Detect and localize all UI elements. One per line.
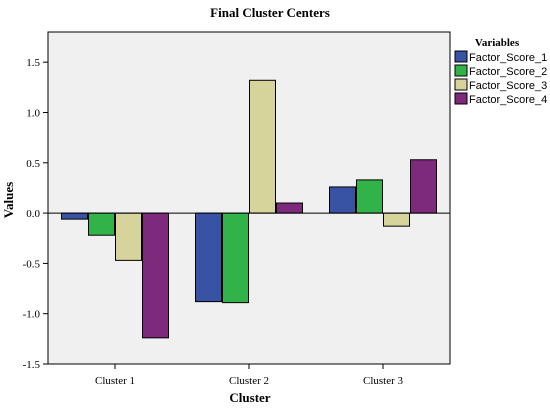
legend-label: Factor_Score_3 — [469, 80, 547, 92]
bar — [383, 212, 410, 227]
y-axis-title: Values — [1, 182, 16, 218]
bar — [276, 202, 303, 214]
legend-label: Factor_Score_2 — [469, 66, 547, 78]
y-tick-label: 1.5 — [26, 57, 40, 69]
bar — [222, 212, 249, 304]
legend-swatch — [454, 64, 468, 77]
legend-title: Variables — [475, 37, 520, 49]
x-axis: Cluster 1 Cluster 2 Cluster 3 — [95, 364, 404, 387]
y-tick-label: -1.5 — [23, 359, 41, 371]
bars-group — [61, 79, 437, 339]
bar — [61, 212, 88, 220]
x-tick-label: Cluster 2 — [229, 375, 269, 387]
legend-label: Factor_Score_1 — [469, 52, 547, 64]
bar — [195, 212, 222, 303]
legend: Variables Factor_Score_1 Factor_Score_2 Fa… — [454, 37, 547, 106]
y-tick-label: 0.0 — [26, 208, 40, 220]
x-tick-label: Cluster 1 — [95, 375, 135, 387]
y-axis: -1.5 -1.0 -0.5 0.0 0.5 1.0 1.5 — [23, 57, 48, 371]
y-tick-label: 1.0 — [26, 107, 40, 119]
legend-swatch — [454, 78, 468, 91]
bar — [410, 159, 437, 214]
bar — [249, 79, 276, 214]
bar — [142, 212, 169, 339]
legend-swatch — [454, 92, 468, 105]
bar — [329, 186, 356, 214]
bar — [88, 212, 115, 236]
legend-label: Factor_Score_4 — [469, 94, 547, 106]
x-axis-title: Cluster — [229, 390, 270, 405]
bar — [115, 212, 142, 261]
y-tick-label: -1.0 — [23, 309, 41, 321]
bar — [356, 179, 383, 214]
y-tick-label: -0.5 — [23, 258, 41, 270]
x-tick-label: Cluster 3 — [363, 375, 404, 387]
chart-title: Final Cluster Centers — [210, 5, 330, 20]
legend-swatch — [454, 50, 468, 63]
y-tick-label: 0.5 — [26, 158, 40, 170]
